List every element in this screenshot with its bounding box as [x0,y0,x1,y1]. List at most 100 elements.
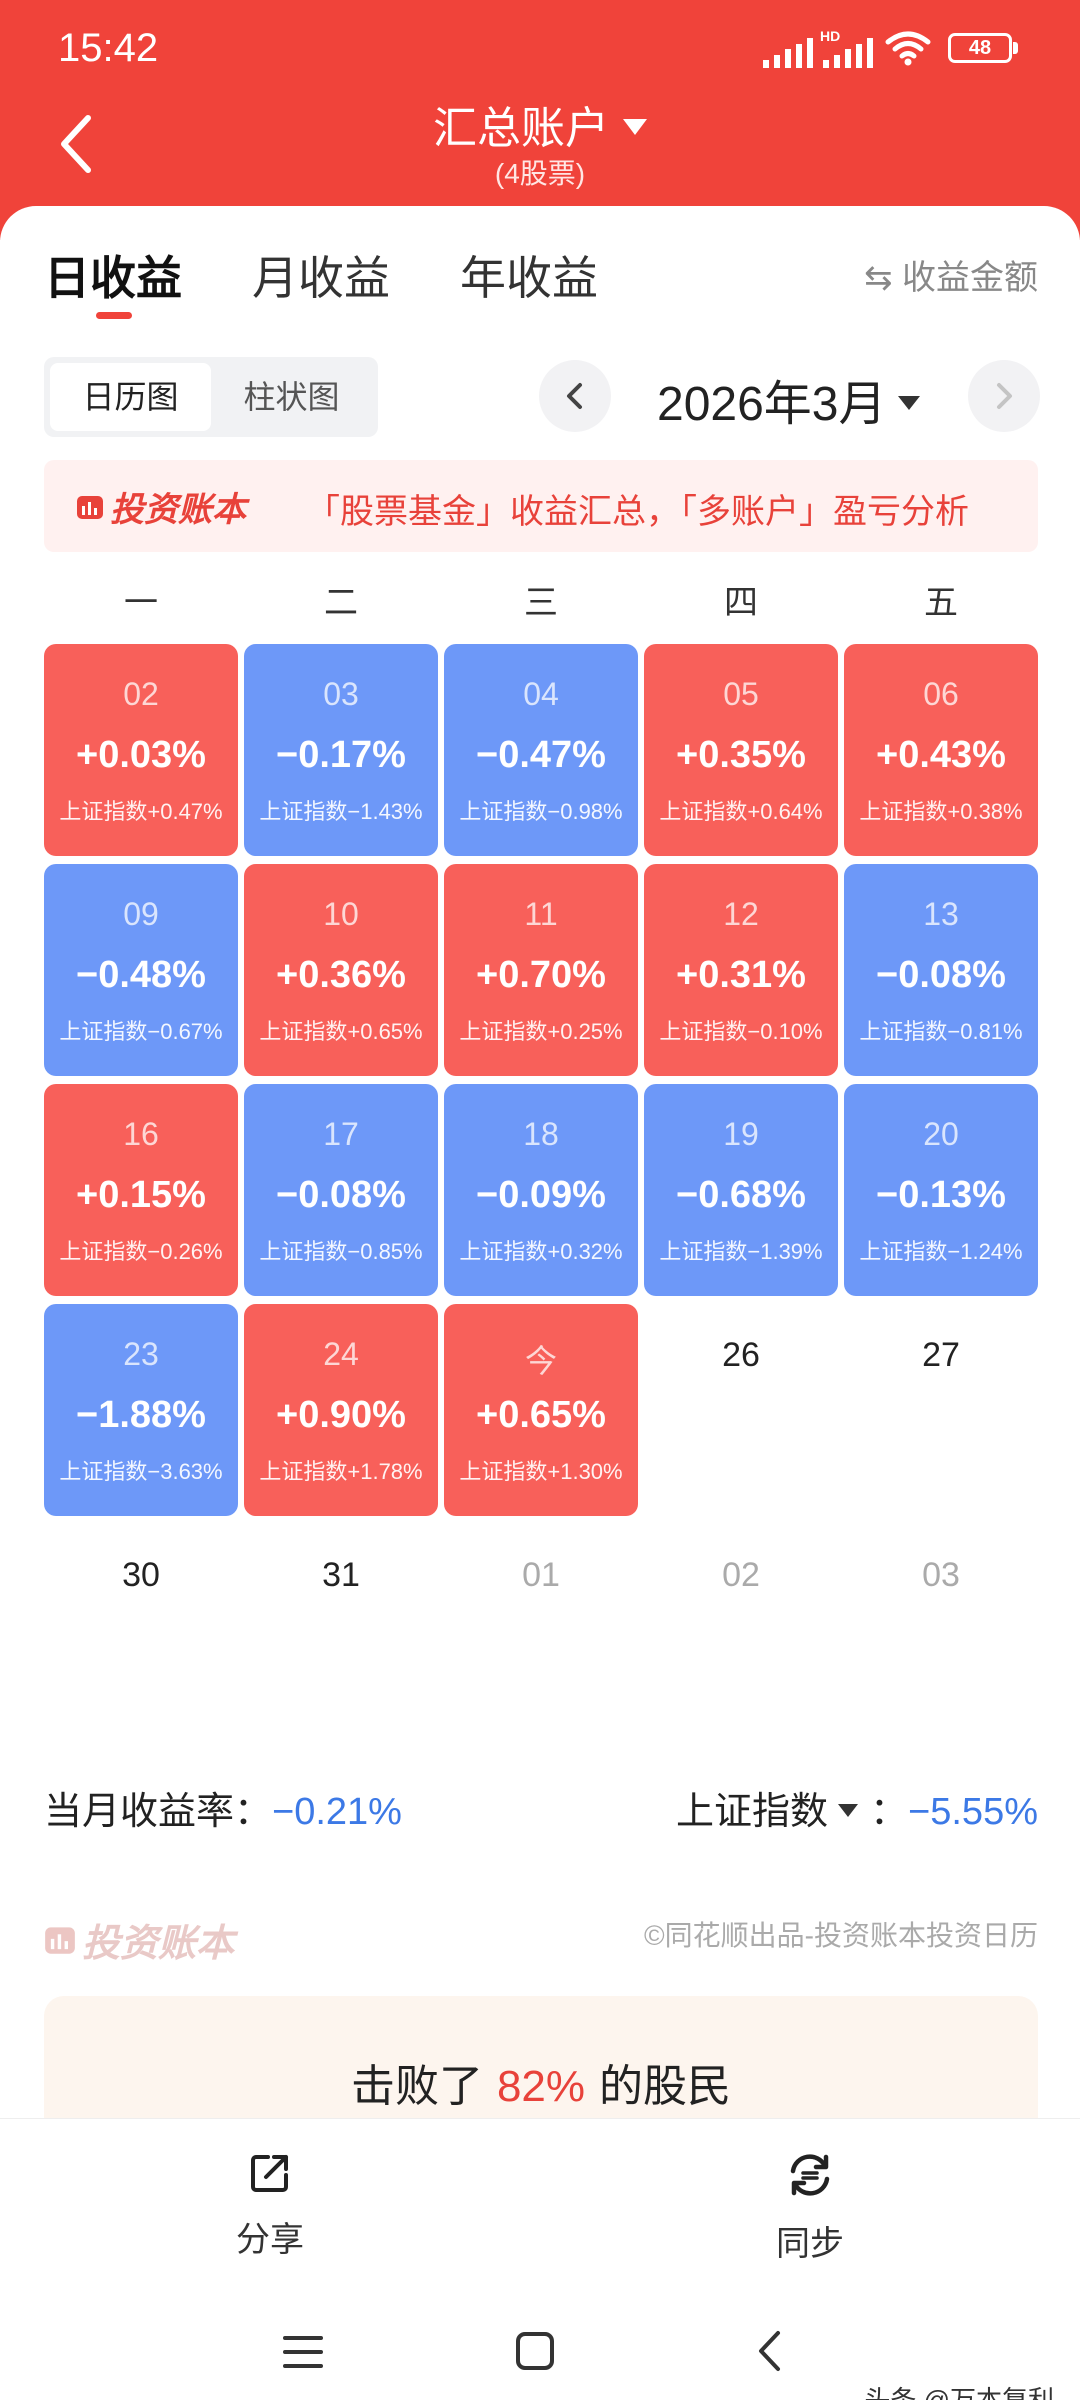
battery-icon: 48 [948,33,1012,63]
day-return: +0.43% [876,734,1006,776]
tab-monthly[interactable]: 月收益 [252,252,390,304]
account-selector[interactable]: 汇总账户 [0,92,1080,156]
index-value: −5.55% [908,1791,1038,1833]
calendar-day-cell[interactable]: 19 −0.68% 上证指数−1.39% [644,1084,838,1296]
share-icon [251,2155,288,2192]
weekday-label: 三 [524,584,558,622]
calendar-day-future[interactable]: 31 [322,1556,360,1594]
calendar-day-next-month: 01 [522,1556,560,1594]
next-month-button[interactable] [968,360,1040,432]
day-index-change: 上证指数+0.64% [659,799,823,824]
view-bar-button[interactable]: 柱状图 [243,379,340,415]
day-return: +0.31% [676,954,806,996]
calendar-day-cell[interactable]: 13 −0.08% 上证指数−0.81% [844,864,1038,1076]
day-return: +0.15% [76,1174,206,1216]
dropdown-caret-icon [623,119,647,136]
day-number: 13 [923,896,959,932]
home-icon[interactable] [515,2331,555,2371]
weekday-label: 一 [124,584,158,622]
calendar-day-cell-today[interactable]: 今 +0.65% 上证指数+1.30% [444,1304,638,1516]
day-return: −0.47% [476,734,606,776]
ranking-prefix: 击败了 [350,2062,483,2111]
back-arrow-icon[interactable] [50,104,110,184]
prev-month-button[interactable] [539,360,611,432]
calendar-day-future[interactable]: 26 [722,1336,760,1374]
calendar-day-future[interactable]: 27 [922,1336,960,1374]
calendar-day-cell[interactable]: 20 −0.13% 上证指数−1.24% [844,1084,1038,1296]
day-index-change: 上证指数−1.24% [859,1239,1023,1264]
brand-logo: 投资账本 [76,482,246,531]
calendar-day-cell[interactable]: 24 +0.90% 上证指数+1.78% [244,1304,438,1516]
calendar-day-cell[interactable]: 06 +0.43% 上证指数+0.38% [844,644,1038,856]
ranking-value: 82% [496,2062,586,2111]
index-summary[interactable]: 上证指数 ：−5.55% [676,1780,1038,1835]
status-time: 15:42 [58,26,159,70]
day-index-change: 上证指数−0.10% [659,1019,823,1044]
day-number: 19 [723,1116,759,1152]
day-return: +0.70% [476,954,606,996]
calendar-day-cell[interactable]: 10 +0.36% 上证指数+0.65% [244,864,438,1076]
day-index-change: 上证指数+0.38% [859,799,1023,824]
source-watermark: 头条 @万本复利 [864,2385,1054,2400]
index-colon: ： [870,1791,909,1833]
calendar-day-cell[interactable]: 02 +0.03% 上证指数+0.47% [44,644,238,856]
calendar-day-cell[interactable]: 05 +0.35% 上证指数+0.64% [644,644,838,856]
day-number: 10 [323,896,359,932]
weekday-label: 二 [324,584,358,622]
day-number: 05 [723,676,759,712]
day-return: −0.48% [76,954,206,996]
cell-signal-2-icon [823,38,873,68]
index-label: 上证指数 [676,1791,829,1833]
day-number: 11 [524,896,558,932]
system-back-icon[interactable] [752,2328,788,2374]
day-index-change: 上证指数+0.25% [459,1019,623,1044]
index-caret-icon [838,1804,859,1818]
day-index-change: 上证指数−0.85% [259,1239,423,1264]
battery-tip [1013,42,1018,54]
calendar-day-cell[interactable]: 04 −0.47% 上证指数−0.98% [444,644,638,856]
day-number: 17 [323,1116,359,1152]
month-return-label: 当月收益率： [44,1791,273,1833]
amount-toggle-button[interactable]: ⇆ 收益金额 [864,259,1038,297]
battery-level: 48 [968,37,992,59]
page-title: 汇总账户 [433,104,609,153]
calendar-day-cell[interactable]: 11 +0.70% 上证指数+0.25% [444,864,638,1076]
day-number: 23 [123,1336,159,1372]
month-selector[interactable]: 2026年3月 [657,364,921,434]
calendar-day-next-month: 03 [922,1556,960,1594]
day-return: −0.09% [476,1174,606,1216]
day-return: −0.08% [276,1174,406,1216]
day-index-change: 上证指数−0.67% [59,1019,223,1044]
calendar-day-future[interactable]: 30 [122,1556,160,1594]
calendar-day-cell[interactable]: 12 +0.31% 上证指数−0.10% [644,864,838,1076]
share-button[interactable]: 分享 [190,2149,350,2261]
ledger-icon [77,495,103,519]
promo-banner[interactable]: 投资账本 「股票基金」收益汇总，「多账户」盈亏分析 [44,460,1038,552]
month-return-value: −0.21% [272,1791,402,1833]
calendar-day-cell[interactable]: 16 +0.15% 上证指数−0.26% [44,1084,238,1296]
tab-yearly[interactable]: 年收益 [460,252,598,304]
month-label: 2026年3月 [657,378,887,431]
day-return: +0.90% [276,1394,406,1436]
calendar-day-cell[interactable]: 17 −0.08% 上证指数−0.85% [244,1084,438,1296]
system-nav-bar [0,2310,1080,2400]
sync-button[interactable]: 同步 [730,2149,890,2265]
tab-daily[interactable]: 日收益 [44,252,182,304]
copyright-text: ©同花顺出品-投资账本投资日历 [644,1920,1038,1951]
calendar-day-cell[interactable]: 09 −0.48% 上证指数−0.67% [44,864,238,1076]
day-number: 今 [524,1343,557,1379]
share-label: 分享 [236,2221,304,2259]
day-index-change: 上证指数−1.39% [659,1239,823,1264]
calendar-day-cell[interactable]: 23 −1.88% 上证指数−3.63% [44,1304,238,1516]
weekday-label: 四 [724,584,758,622]
view-calendar-button[interactable]: 日历图 [50,363,211,431]
calendar-day-cell[interactable]: 18 −0.09% 上证指数+0.32% [444,1084,638,1296]
day-number: 24 [323,1336,359,1372]
day-number: 06 [923,676,959,712]
day-index-change: 上证指数+0.47% [59,799,223,824]
menu-icon[interactable] [282,2332,324,2372]
day-return: +0.65% [476,1394,606,1436]
calendar-day-next-month: 02 [722,1556,760,1594]
calendar-day-cell[interactable]: 03 −0.17% 上证指数−1.43% [244,644,438,856]
status-bar: 15:42 HD 48 [0,0,1080,100]
